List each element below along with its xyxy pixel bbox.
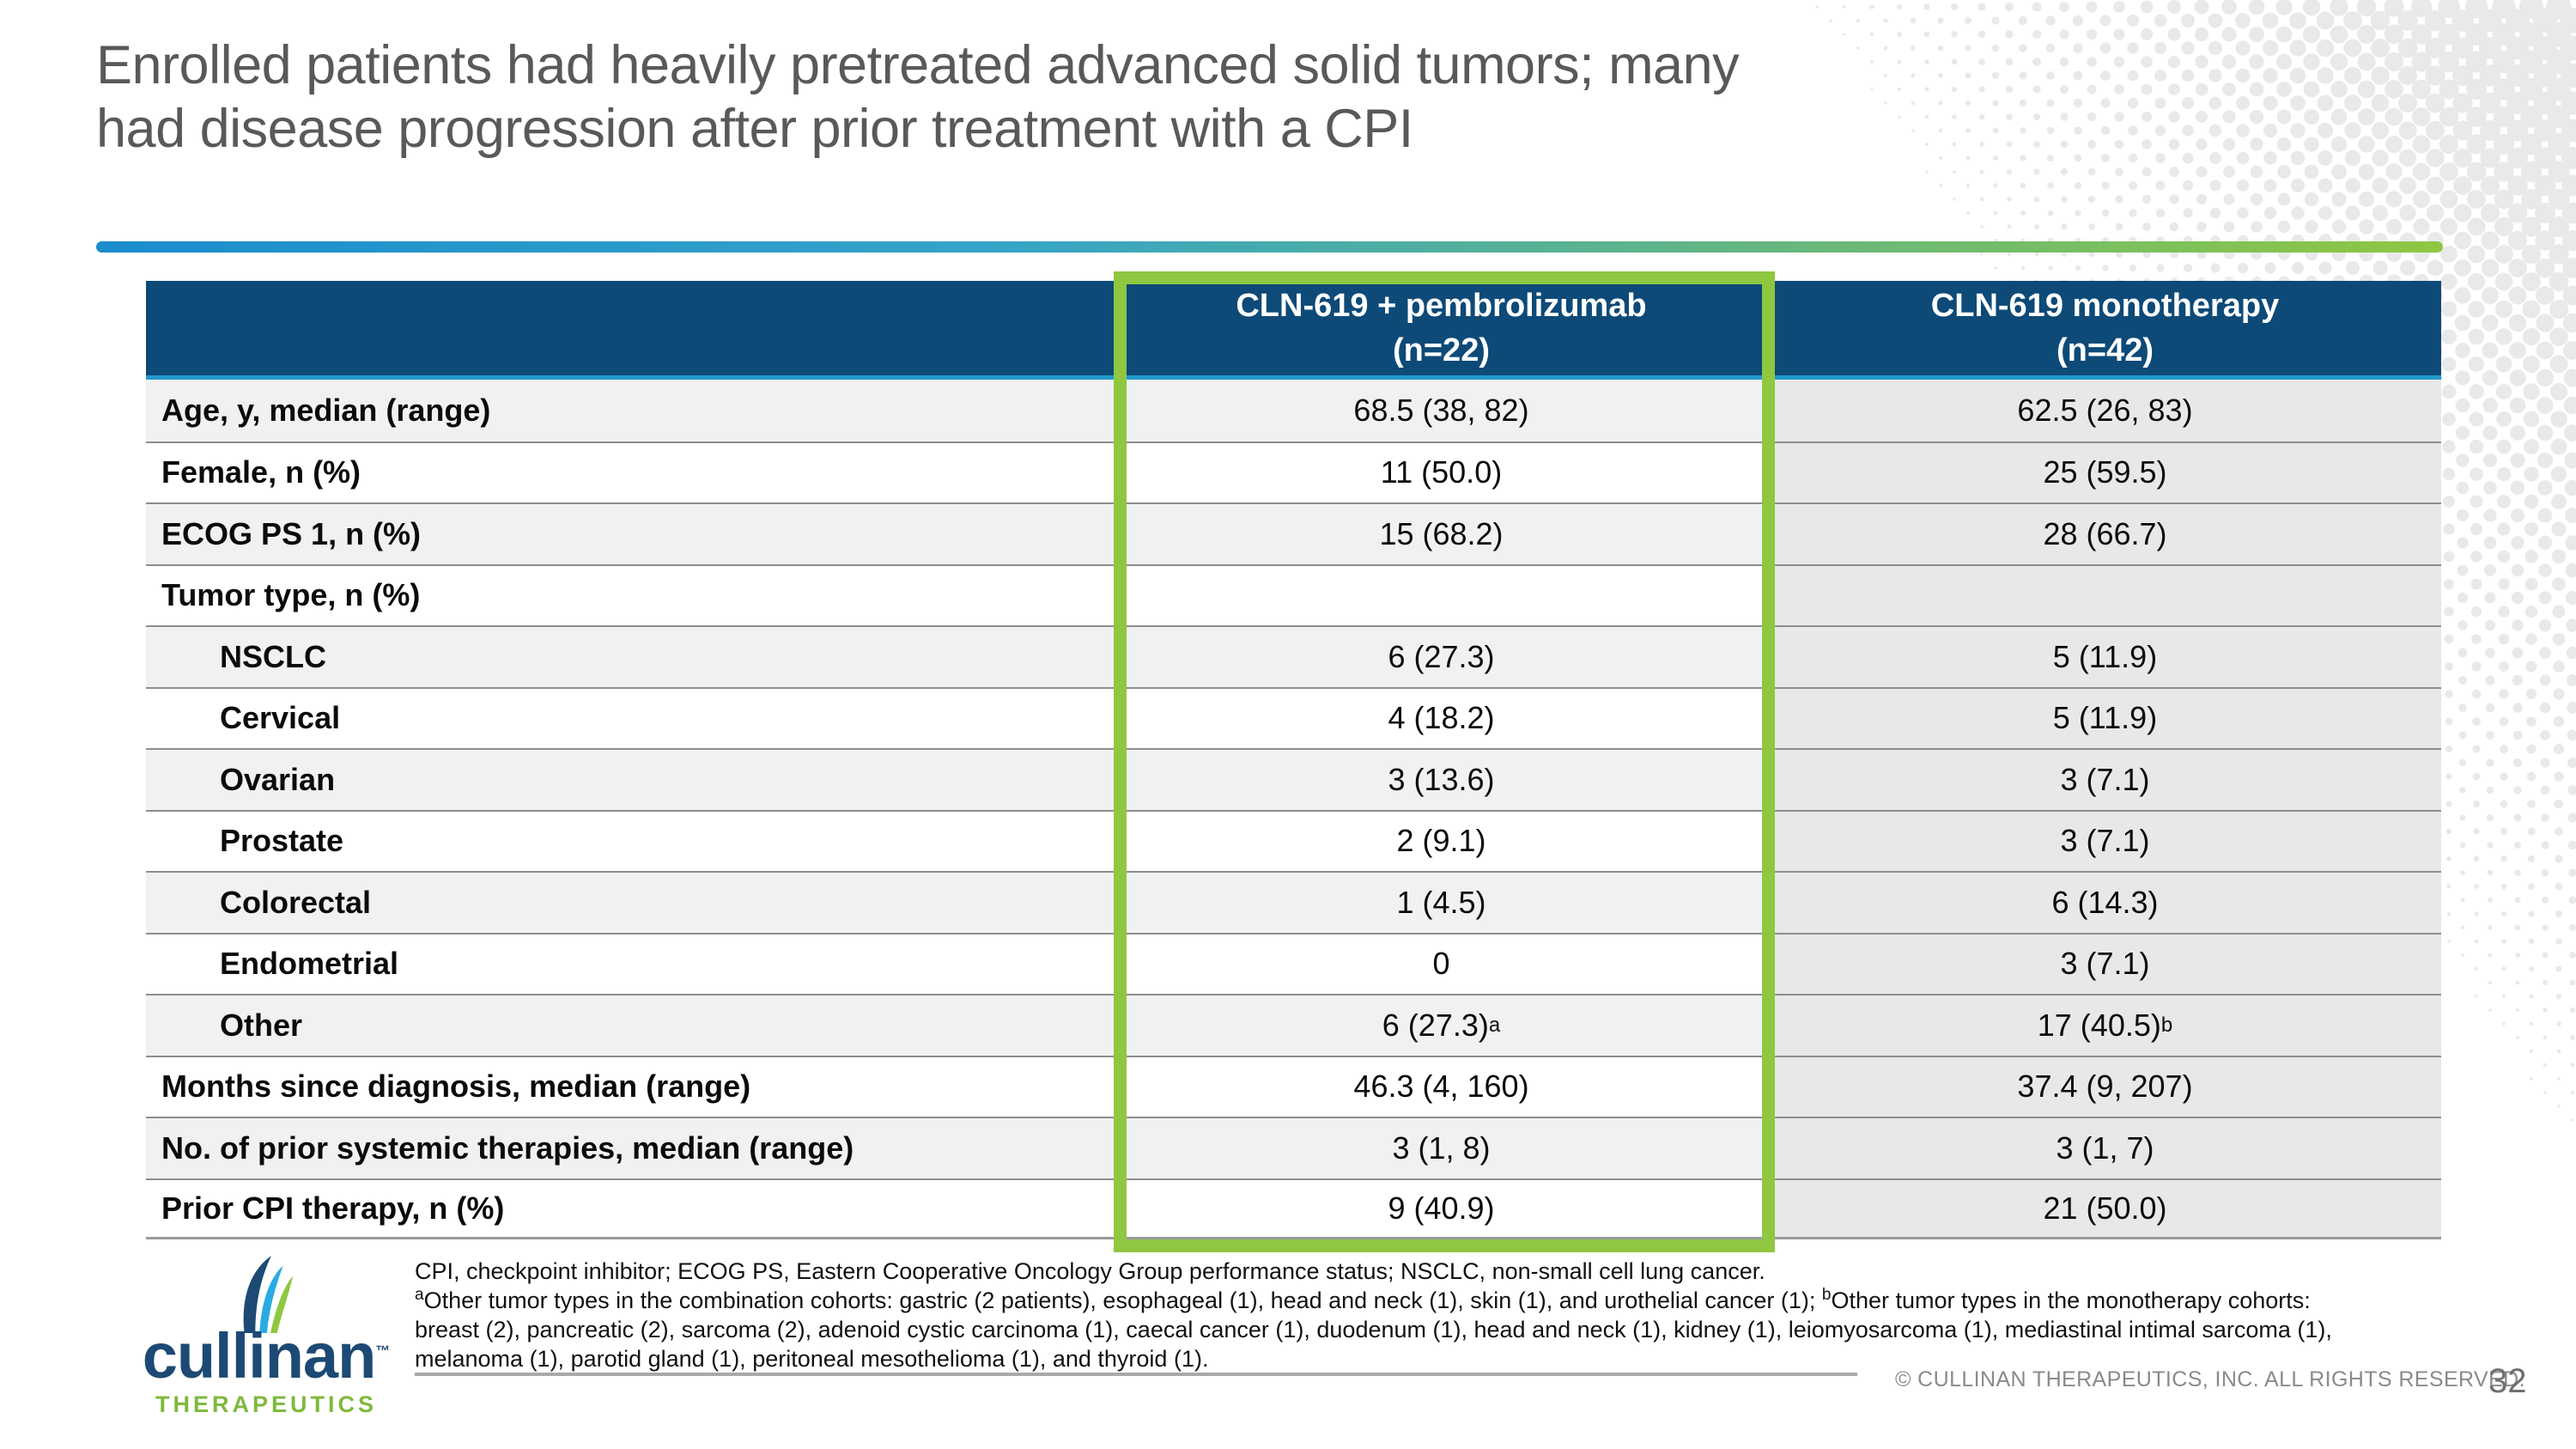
- mono-value: 37.4 (9, 207): [1769, 1055, 2441, 1117]
- combo-value: 9 (40.9): [1114, 1178, 1769, 1239]
- row-label: Prior CPI therapy, n (%): [146, 1178, 1114, 1239]
- patient-characteristics-table: CLN-619 + pembrolizumab (n=22) CLN-619 m…: [146, 281, 2441, 1239]
- row-label: Female, n (%): [146, 441, 1114, 502]
- row-label: Other: [146, 994, 1114, 1056]
- combo-value: 11 (50.0): [1114, 441, 1769, 502]
- combo-value: 2 (9.1): [1114, 809, 1769, 871]
- row-label: NSCLC: [146, 625, 1114, 687]
- copyright-text: © CULLINAN THERAPEUTICS, INC. ALL RIGHTS…: [1895, 1367, 2525, 1391]
- mono-value: 62.5 (26, 83): [1769, 380, 2441, 441]
- mono-value: 3 (7.1): [1769, 932, 2441, 994]
- row-label: Ovarian: [146, 748, 1114, 810]
- table-header-mono: CLN-619 monotherapy (n=42): [1769, 281, 2441, 380]
- row-label: Age, y, median (range): [146, 380, 1114, 441]
- mono-value: 3 (7.1): [1769, 748, 2441, 810]
- combo-value: [1114, 563, 1769, 625]
- combo-header-title: CLN-619 + pembrolizumab: [1236, 287, 1647, 324]
- row-label: No. of prior systemic therapies, median …: [146, 1117, 1114, 1178]
- logo-wordmark: cullinan™: [129, 1324, 404, 1388]
- mono-value: 5 (11.9): [1769, 625, 2441, 687]
- mono-value: 6 (14.3): [1769, 871, 2441, 933]
- mono-value: 17 (40.5) b: [1769, 994, 2441, 1056]
- combo-value: 6 (27.3): [1114, 625, 1769, 687]
- combo-value: 3 (1, 8): [1114, 1117, 1769, 1178]
- slide-title: Enrolled patients had heavily pretreated…: [96, 34, 1740, 161]
- row-label: Tumor type, n (%): [146, 563, 1114, 625]
- table-header-combo: CLN-619 + pembrolizumab (n=22): [1114, 281, 1769, 380]
- combo-value: 68.5 (38, 82): [1114, 380, 1769, 441]
- mono-value: 28 (66.7): [1769, 502, 2441, 564]
- row-label: Cervical: [146, 686, 1114, 748]
- table-header-empty: [146, 281, 1114, 380]
- cullinan-logo: cullinan™ THERAPEUTICS: [129, 1256, 404, 1418]
- combo-value: 4 (18.2): [1114, 686, 1769, 748]
- row-label: Months since diagnosis, median (range): [146, 1055, 1114, 1117]
- mono-value: 21 (50.0): [1769, 1178, 2441, 1239]
- row-label: Colorectal: [146, 871, 1114, 933]
- row-label: ECOG PS 1, n (%): [146, 502, 1114, 564]
- row-label: Prostate: [146, 809, 1114, 871]
- mono-value: 5 (11.9): [1769, 686, 2441, 748]
- page-number: 32: [2488, 1362, 2527, 1400]
- leaf-icon: [243, 1256, 294, 1333]
- row-label: Endometrial: [146, 932, 1114, 994]
- combo-header-n: (n=22): [1393, 332, 1490, 368]
- footer-divider-line: [415, 1373, 1857, 1376]
- mono-header-title: CLN-619 monotherapy: [1930, 287, 2280, 324]
- combo-value: 6 (27.3) a: [1114, 994, 1769, 1056]
- combo-value: 46.3 (4, 160): [1114, 1055, 1769, 1117]
- mono-header-n: (n=42): [2057, 332, 2154, 368]
- mono-value: [1769, 563, 2441, 625]
- combo-value: 0: [1114, 932, 1769, 994]
- combo-value: 15 (68.2): [1114, 502, 1769, 564]
- slide-title-line2: had disease progression after prior trea…: [96, 98, 1413, 159]
- footnote-line: CPI, checkpoint inhibitor; ECOG PS, East…: [415, 1258, 1765, 1284]
- footnote-line: melanoma (1), parotid gland (1), periton…: [415, 1346, 1209, 1372]
- trademark-symbol: ™: [375, 1342, 391, 1360]
- mono-value: 3 (1, 7): [1769, 1117, 2441, 1178]
- footnotes: CPI, checkpoint inhibitor; ECOG PS, East…: [415, 1257, 2332, 1373]
- combo-value: 3 (13.6): [1114, 748, 1769, 810]
- footnote-line: aOther tumor types in the combination co…: [415, 1286, 2311, 1313]
- slide-title-line1: Enrolled patients had heavily pretreated…: [96, 35, 1740, 95]
- logo-wordmark-text: cullinan: [142, 1320, 377, 1391]
- title-underline-rule: [96, 241, 2443, 253]
- logo-subtitle: THERAPEUTICS: [155, 1391, 377, 1418]
- mono-value: 3 (7.1): [1769, 809, 2441, 871]
- footnote-line: breast (2), pancreatic (2), sarcoma (2),…: [415, 1317, 2332, 1342]
- mono-value: 25 (59.5): [1769, 441, 2441, 502]
- combo-value: 1 (4.5): [1114, 871, 1769, 933]
